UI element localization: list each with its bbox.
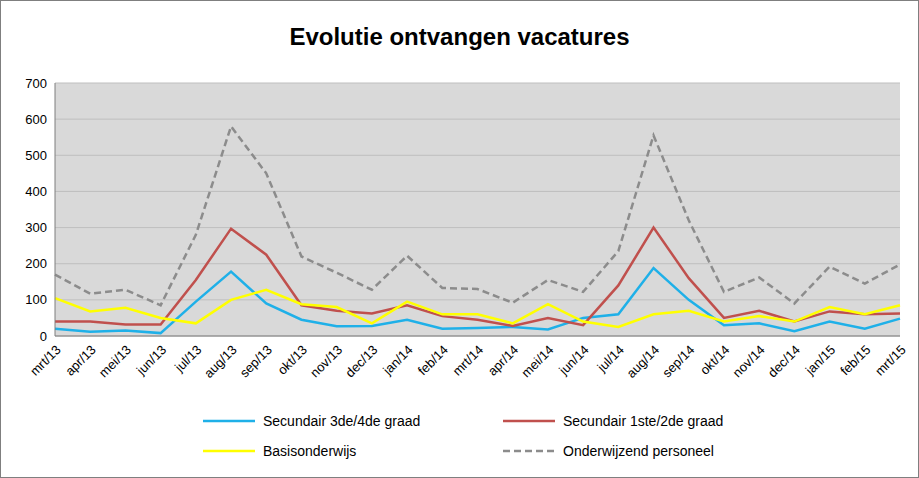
svg-text:mrt/14: mrt/14 (449, 342, 486, 379)
svg-text:200: 200 (25, 256, 47, 271)
svg-text:700: 700 (25, 76, 47, 91)
svg-text:jul/14: jul/14 (594, 342, 627, 375)
svg-text:aug/14: aug/14 (623, 342, 662, 381)
svg-text:mrt/13: mrt/13 (27, 342, 64, 379)
svg-text:jun/14: jun/14 (555, 342, 591, 378)
svg-text:500: 500 (25, 148, 47, 163)
svg-text:feb/14: feb/14 (415, 342, 451, 378)
svg-text:jul/13: jul/13 (171, 342, 204, 375)
svg-text:apr/13: apr/13 (62, 342, 99, 379)
svg-text:okt/13: okt/13 (274, 342, 310, 378)
html-text:Basisonderwijs: Basisonderwijs (263, 443, 357, 459)
svg-text:dec/14: dec/14 (765, 342, 803, 380)
html-text:Onderwijzend personeel: Onderwijzend personeel (563, 443, 714, 459)
svg-text:100: 100 (25, 292, 47, 307)
svg-text:aug/13: aug/13 (201, 342, 240, 381)
svg-text:nov/13: nov/13 (307, 342, 345, 380)
svg-text:sep/14: sep/14 (659, 342, 697, 380)
svg-text:sep/13: sep/13 (237, 342, 275, 380)
svg-text:300: 300 (25, 220, 47, 235)
html-text:Evolutie ontvangen vacatures: Evolutie ontvangen vacatures (289, 23, 630, 50)
svg-text:nov/14: nov/14 (730, 342, 768, 380)
svg-text:mei/14: mei/14 (518, 342, 556, 380)
svg-text:apr/14: apr/14 (485, 342, 522, 379)
html-text:Secundair 1ste/2de graad: Secundair 1ste/2de graad (563, 413, 724, 429)
svg-text:mrt/15: mrt/15 (872, 342, 909, 379)
svg-text:jun/13: jun/13 (133, 342, 169, 378)
svg-text:0: 0 (40, 329, 47, 344)
svg-text:jan/15: jan/15 (802, 342, 838, 378)
svg-text:jan/14: jan/14 (379, 342, 415, 378)
svg-text:feb/15: feb/15 (837, 342, 873, 378)
svg-text:mei/13: mei/13 (96, 342, 134, 380)
svg-text:dec/13: dec/13 (342, 342, 380, 380)
svg-text:600: 600 (25, 112, 47, 127)
html-text:Secundair 3de/4de graad: Secundair 3de/4de graad (263, 413, 421, 429)
svg-text:okt/14: okt/14 (697, 342, 733, 378)
svg-text:400: 400 (25, 184, 47, 199)
